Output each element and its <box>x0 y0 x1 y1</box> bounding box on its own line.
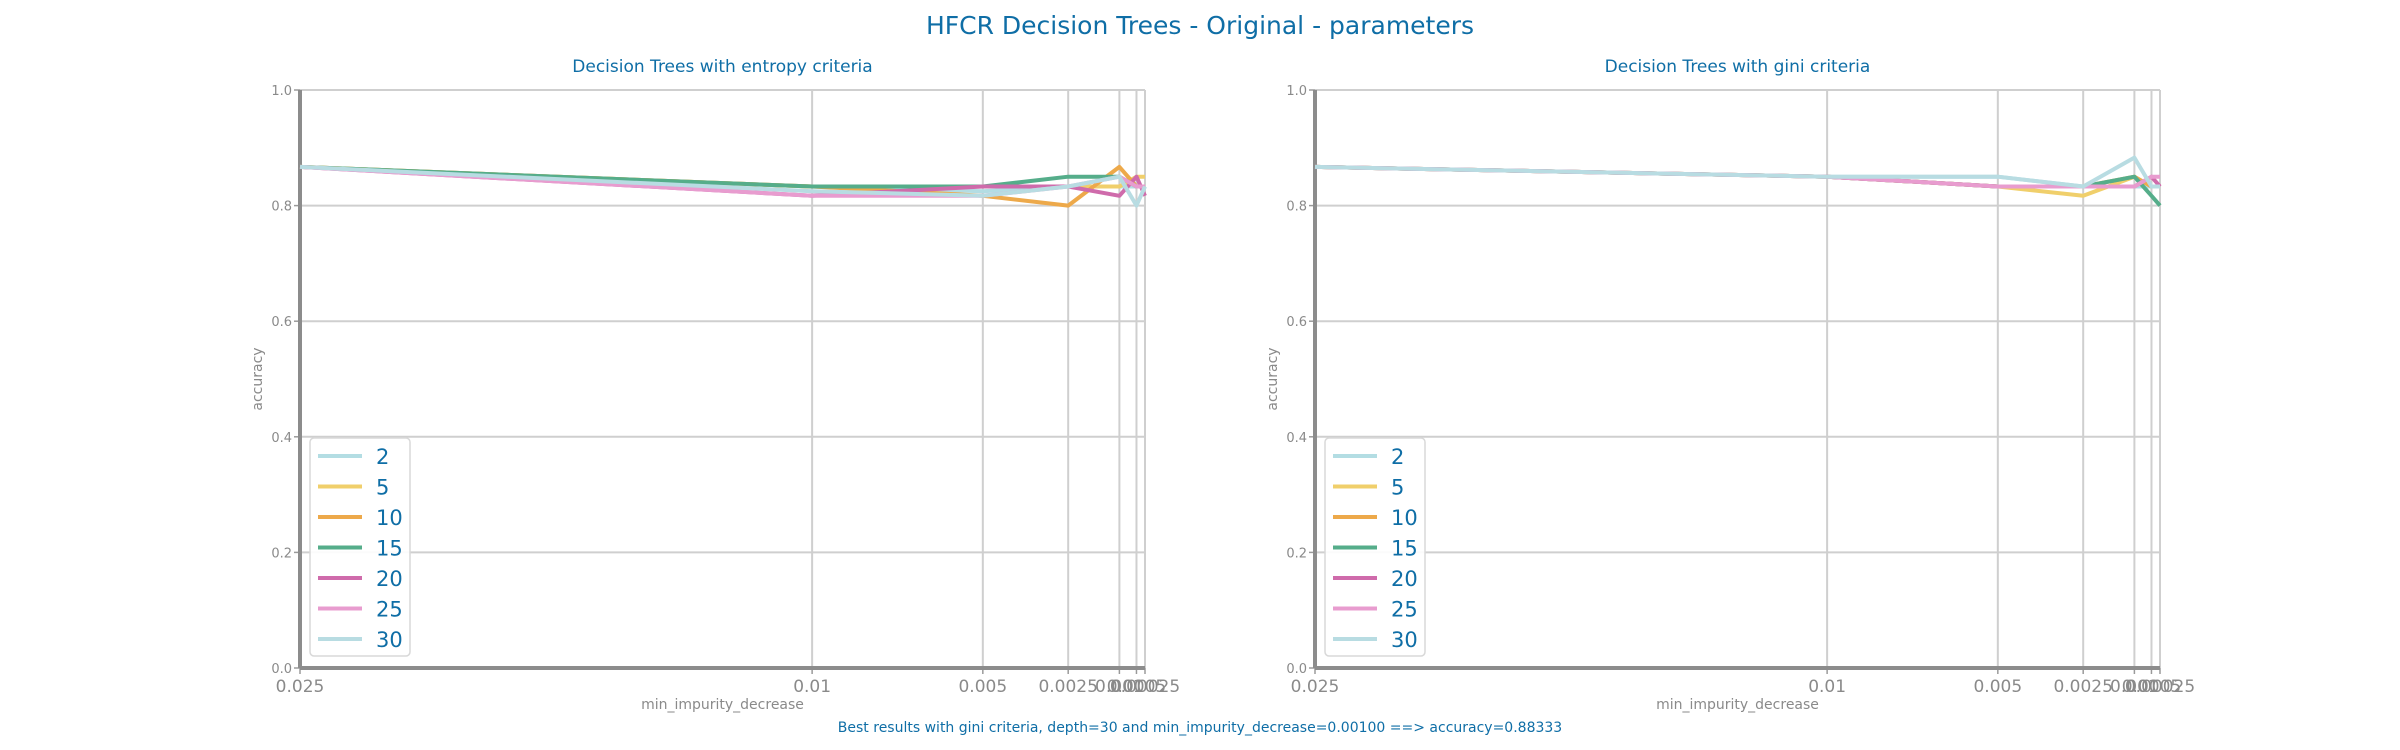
x-tick-label: 0.01 <box>1808 677 1846 697</box>
series-line-30 <box>1314 155 2160 189</box>
legend-label: 25 <box>376 598 403 622</box>
y-tick-label: 0.4 <box>1286 431 1307 446</box>
y-tick-label: 1.0 <box>1286 84 1307 99</box>
y-tick-label: 0.2 <box>271 546 292 561</box>
y-tick-label: 0.8 <box>1286 200 1307 215</box>
x-tick-label: 0.005 <box>958 677 1007 697</box>
chart-title: Decision Trees with gini criteria <box>1605 57 1871 77</box>
y-axis-label: accuracy <box>250 347 266 410</box>
x-tick-label: 0.025 <box>276 677 325 697</box>
y-axis-label: accuracy <box>1265 347 1281 410</box>
best-results-note: Best results with gini criteria, depth=3… <box>838 720 1562 736</box>
x-axis-label: min_impurity_decrease <box>1656 697 1819 713</box>
y-tick-label: 0.8 <box>271 200 292 215</box>
legend-label: 5 <box>1391 476 1404 500</box>
legend-label: 2 <box>376 445 389 469</box>
legend-label: 20 <box>1391 567 1418 591</box>
x-tick-label: 0.001 <box>1095 677 1144 697</box>
legend-label: 25 <box>1391 598 1418 622</box>
y-tick-label: 0.0 <box>271 662 292 677</box>
x-tick-label: 0.0025 <box>1038 677 1097 697</box>
x-tick-label: 0.0005 <box>2122 677 2181 697</box>
chart-title: Decision Trees with entropy criteria <box>572 57 872 77</box>
x-tick-label: 0.025 <box>1291 677 1340 697</box>
y-tick-label: 0.2 <box>1286 546 1307 561</box>
legend-label: 30 <box>1391 628 1418 652</box>
x-tick-label: 0.01 <box>793 677 831 697</box>
x-axis-label: min_impurity_decrease <box>641 697 804 713</box>
series-line-30 <box>299 164 1147 208</box>
figure-title: HFCR Decision Trees - Original - paramet… <box>926 11 1474 40</box>
legend-label: 30 <box>376 628 403 652</box>
x-tick-label: 0.001 <box>2110 677 2159 697</box>
x-tick-label: 0.00025 <box>2125 677 2195 697</box>
x-tick-label: 0.0005 <box>1107 677 1166 697</box>
y-tick-label: 0.6 <box>271 315 292 330</box>
x-tick-label: 0.005 <box>1973 677 2022 697</box>
gini-chart-panel: Decision Trees with gini criteria 0.0 0.2 0… <box>1265 57 2195 713</box>
x-tick-label: 0.0025 <box>2053 677 2112 697</box>
series-line-15 <box>299 164 1145 189</box>
legend-label: 10 <box>376 506 403 530</box>
legend-label: 10 <box>1391 506 1418 530</box>
legend-label: 5 <box>376 476 389 500</box>
y-tick-label: 0.4 <box>271 431 292 446</box>
legend-label: 20 <box>376 567 403 591</box>
y-tick-label: 0.6 <box>1286 315 1307 330</box>
y-tick-label: 1.0 <box>271 84 292 99</box>
legend-label: 15 <box>1391 537 1418 561</box>
entropy-chart-panel: Decision Trees with entropy criteria0.00… <box>250 57 1180 713</box>
x-tick-label: 0.00025 <box>1110 677 1180 697</box>
legend-label: 15 <box>376 537 403 561</box>
y-tick-label: 0.0 <box>1286 662 1307 677</box>
legend-label: 2 <box>1391 445 1404 469</box>
